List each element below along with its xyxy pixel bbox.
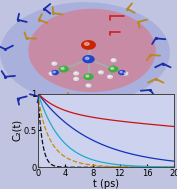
Circle shape — [99, 71, 101, 73]
Y-axis label: C₂(t): C₂(t) — [12, 119, 22, 142]
Circle shape — [108, 75, 112, 78]
Circle shape — [111, 59, 116, 62]
Ellipse shape — [28, 9, 156, 92]
Circle shape — [124, 73, 126, 74]
Circle shape — [99, 71, 103, 74]
Circle shape — [52, 70, 58, 74]
Circle shape — [123, 72, 128, 75]
Circle shape — [53, 63, 55, 64]
Circle shape — [109, 76, 110, 77]
Circle shape — [82, 41, 95, 49]
Circle shape — [75, 78, 76, 79]
Circle shape — [109, 66, 118, 72]
X-axis label: t (ps): t (ps) — [93, 179, 119, 189]
Circle shape — [75, 73, 76, 74]
Circle shape — [74, 77, 78, 80]
Circle shape — [111, 67, 114, 69]
Circle shape — [74, 72, 78, 75]
Circle shape — [120, 71, 122, 73]
Circle shape — [49, 72, 54, 75]
Circle shape — [59, 66, 68, 72]
Circle shape — [53, 71, 55, 73]
Ellipse shape — [0, 2, 170, 103]
Circle shape — [84, 74, 93, 80]
Circle shape — [119, 70, 125, 74]
Circle shape — [85, 57, 89, 60]
Circle shape — [61, 67, 64, 69]
Circle shape — [87, 85, 89, 86]
Circle shape — [86, 75, 89, 77]
Circle shape — [84, 43, 89, 45]
Circle shape — [83, 56, 94, 63]
Circle shape — [85, 57, 89, 60]
Circle shape — [50, 73, 52, 74]
Circle shape — [83, 56, 94, 63]
Circle shape — [86, 84, 91, 87]
Circle shape — [112, 59, 114, 60]
Circle shape — [52, 62, 57, 65]
